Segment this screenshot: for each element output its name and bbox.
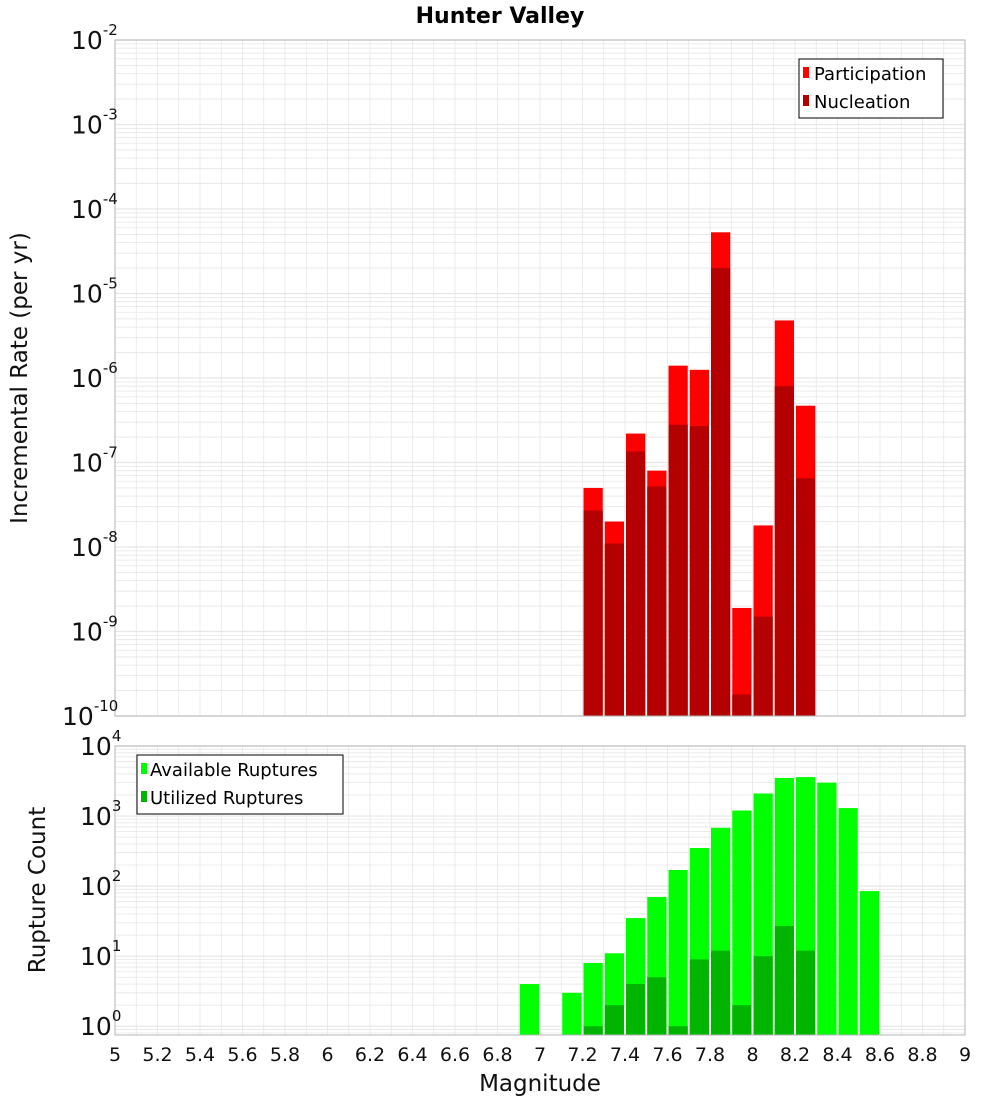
- utilized-legend-swatch: [141, 791, 147, 802]
- top-bar-nucleation: [796, 478, 816, 716]
- top-y-tick-label: 10-2: [71, 21, 118, 55]
- bottom-bar-utilized-ruptures: [604, 1005, 624, 1035]
- top-grid: [114, 39, 966, 717]
- x-tick-label: 8.6: [865, 1044, 895, 1066]
- participation-legend-swatch: [803, 67, 809, 78]
- bottom-y-tick-label: 103: [80, 797, 121, 831]
- top-y-tick-label: 10-8: [71, 528, 118, 562]
- bottom-y-axis-label: Rupture Count: [25, 807, 51, 973]
- x-tick-label: 8.2: [780, 1044, 810, 1066]
- top-bar-nucleation: [668, 424, 688, 716]
- bottom-bar-available-ruptures: [859, 891, 879, 1035]
- bottom-bar-utilized-ruptures: [668, 1026, 688, 1035]
- bottom-y-tick-label: 104: [80, 727, 121, 761]
- top-bar-nucleation: [647, 486, 667, 716]
- x-tick-labels: 5 5.2 5.4 5.6 5.8 6 6.2 6.4 6.6 6.8 7 7.2 7.4 7.6 7.8 8…: [109, 1044, 971, 1066]
- top-bar-nucleation: [711, 268, 731, 716]
- x-tick-label: 8: [746, 1044, 758, 1066]
- top-bar-nucleation: [689, 426, 709, 716]
- top-y-tick-label: 10-10: [62, 697, 118, 731]
- x-tick-label: 7.2: [567, 1044, 597, 1066]
- bottom-y-tick-labels: 104 103 102 101 100: [80, 727, 121, 1041]
- bottom-legend-box: [136, 754, 344, 815]
- top-plot-frame: [114, 39, 966, 717]
- participation-legend-label: Participation: [814, 64, 926, 85]
- x-tick-label: 6: [321, 1044, 333, 1066]
- top-y-tick-label: 10-4: [71, 190, 118, 224]
- bottom-bar-available-ruptures: [732, 810, 752, 1035]
- x-tick-label: 8.8: [907, 1044, 937, 1066]
- bottom-bar-utilized-ruptures: [711, 950, 731, 1035]
- x-tick-label: 5.8: [270, 1044, 300, 1066]
- top-y-tick-label: 10-6: [71, 359, 118, 393]
- x-tick-label: 7.6: [652, 1044, 682, 1066]
- bottom-bars: [519, 777, 879, 1035]
- x-tick-label: 5.6: [227, 1044, 257, 1066]
- bottom-legend: Available Ruptures Utilized Ruptures: [136, 754, 344, 815]
- bottom-bar-available-ruptures: [838, 808, 858, 1035]
- top-bar-nucleation: [774, 386, 794, 716]
- x-tick-label: 7.4: [610, 1044, 640, 1066]
- bottom-bar-available-ruptures: [668, 869, 688, 1035]
- bottom-bar-utilized-ruptures: [689, 959, 709, 1035]
- top-bar-participation: [732, 607, 752, 716]
- bottom-y-tick-label: 102: [80, 867, 121, 901]
- bottom-y-tick-label: 100: [80, 1007, 121, 1041]
- bottom-bar-available-ruptures: [562, 992, 582, 1035]
- participation-plot-panel: 10-2 10-3 10-4 10-5 10-6 10-7 10-8 10-9 10-10 In…: [7, 21, 966, 731]
- available-legend-swatch: [141, 763, 147, 774]
- top-y-tick-label: 10-5: [71, 275, 118, 309]
- x-tick-label: 7: [534, 1044, 546, 1066]
- bottom-bar-utilized-ruptures: [774, 925, 794, 1035]
- top-bar-nucleation: [732, 694, 752, 716]
- top-bar-nucleation: [583, 510, 603, 716]
- top-bars: [583, 232, 816, 716]
- rupture-count-plot-panel: 104 103 102 101 100 Rupture Count Available …: [25, 727, 971, 1097]
- x-tick-label: 5.4: [185, 1044, 215, 1066]
- top-legend-box: [798, 58, 944, 119]
- x-tick-label: 6.6: [440, 1044, 470, 1066]
- top-y-tick-label: 10-7: [71, 444, 118, 478]
- available-legend-label: Available Ruptures: [150, 760, 318, 781]
- utilized-legend-label: Utilized Ruptures: [150, 788, 303, 809]
- x-tick-label: 6.8: [482, 1044, 512, 1066]
- bottom-bar-available-ruptures: [817, 782, 837, 1035]
- chart-title: Hunter Valley: [416, 4, 585, 29]
- bottom-bar-utilized-ruptures: [626, 984, 646, 1035]
- top-y-axis-label: Incremental Rate (per yr): [7, 232, 33, 524]
- nucleation-legend-swatch: [803, 95, 809, 106]
- top-bar-nucleation: [626, 451, 646, 716]
- x-tick-label: 6.2: [355, 1044, 385, 1066]
- x-tick-label: 7.8: [695, 1044, 725, 1066]
- nucleation-legend-label: Nucleation: [814, 92, 910, 113]
- top-bar-nucleation: [753, 616, 773, 716]
- top-y-tick-label: 10-9: [71, 613, 118, 647]
- top-bar-nucleation: [604, 543, 624, 716]
- bottom-bar-utilized-ruptures: [796, 950, 816, 1035]
- x-tick-label: 9: [959, 1044, 971, 1066]
- x-tick-label: 8.4: [822, 1044, 852, 1066]
- top-y-tick-label: 10-3: [71, 106, 118, 140]
- top-y-tick-labels: 10-2 10-3 10-4 10-5 10-6 10-7 10-8 10-9 10-10: [62, 21, 118, 731]
- x-tick-label: 5.2: [142, 1044, 172, 1066]
- bottom-bar-available-ruptures: [583, 962, 603, 1035]
- bottom-y-tick-label: 101: [80, 937, 121, 971]
- bottom-bar-utilized-ruptures: [753, 956, 773, 1035]
- x-tick-label: 5: [109, 1044, 121, 1066]
- bottom-bar-utilized-ruptures: [732, 1005, 752, 1035]
- bottom-bar-available-ruptures: [519, 984, 539, 1035]
- bottom-plot-frame: [114, 745, 966, 1036]
- x-tick-label: 6.4: [397, 1044, 427, 1066]
- x-axis-label: Magnitude: [479, 1071, 601, 1097]
- top-legend: Participation Nucleation: [798, 58, 944, 119]
- bottom-bar-utilized-ruptures: [647, 977, 667, 1035]
- bottom-bar-utilized-ruptures: [583, 1026, 603, 1035]
